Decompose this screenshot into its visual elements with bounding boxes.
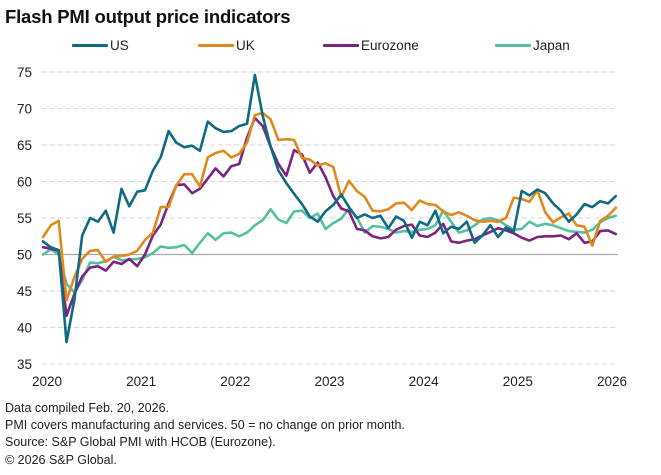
x-axis-ticks: 2020 2021 2022 2023 2024 2025 2026 [32,374,627,389]
y-axis-ticks: 35 40 45 50 55 60 65 70 75 [17,65,32,372]
legend-item-eurozone: Eurozone [323,38,419,53]
y-tick-label: 50 [17,248,32,263]
footer-note: PMI covers manufacturing and services. 5… [5,418,405,433]
x-tick-label: 2026 [597,374,627,389]
chart-title: Flash PMI output price indicators [5,6,291,27]
legend-label-uk: UK [236,38,255,53]
y-tick-label: 55 [17,211,32,226]
series-lines [41,73,618,344]
y-tick-label: 40 [17,321,32,336]
x-tick-label: 2024 [409,374,440,389]
legend-label-us: US [110,38,129,53]
chart-footer: Data compiled Feb. 20, 2026. PMI covers … [5,400,405,469]
legend-label-eurozone: Eurozone [361,38,419,53]
legend-swatch-us [72,44,108,47]
legend-item-us: US [72,38,129,53]
series-line-us [41,73,618,344]
x-tick-label: 2021 [126,374,156,389]
x-tick-label: 2020 [32,374,62,389]
y-tick-label: 35 [17,357,32,372]
legend-swatch-japan [495,44,531,47]
footer-source: Source: S&P Global PMI with HCOB (Eurozo… [5,435,276,450]
footer-compiled-date: Data compiled Feb. 20, 2026. [5,401,169,415]
footer-copyright: © 2026 S&P Global. [5,452,117,467]
legend-swatch-uk [198,44,234,47]
series-line-eurozone [41,116,618,318]
y-tick-label: 60 [17,175,32,190]
legend-item-japan: Japan [495,38,570,53]
legend-label-japan: Japan [533,38,570,53]
x-tick-label: 2022 [220,374,250,389]
y-tick-label: 45 [17,284,32,299]
gridlines [42,71,618,365]
legend-item-uk: UK [198,38,255,53]
y-tick-label: 65 [17,138,32,153]
x-tick-label: 2023 [314,374,344,389]
x-tick-label: 2025 [503,374,533,389]
y-tick-label: 75 [17,65,32,80]
legend: US UK Eurozone Japan [0,38,661,58]
series-line-japan [41,207,618,294]
y-tick-label: 70 [17,102,32,117]
legend-swatch-eurozone [323,44,359,47]
